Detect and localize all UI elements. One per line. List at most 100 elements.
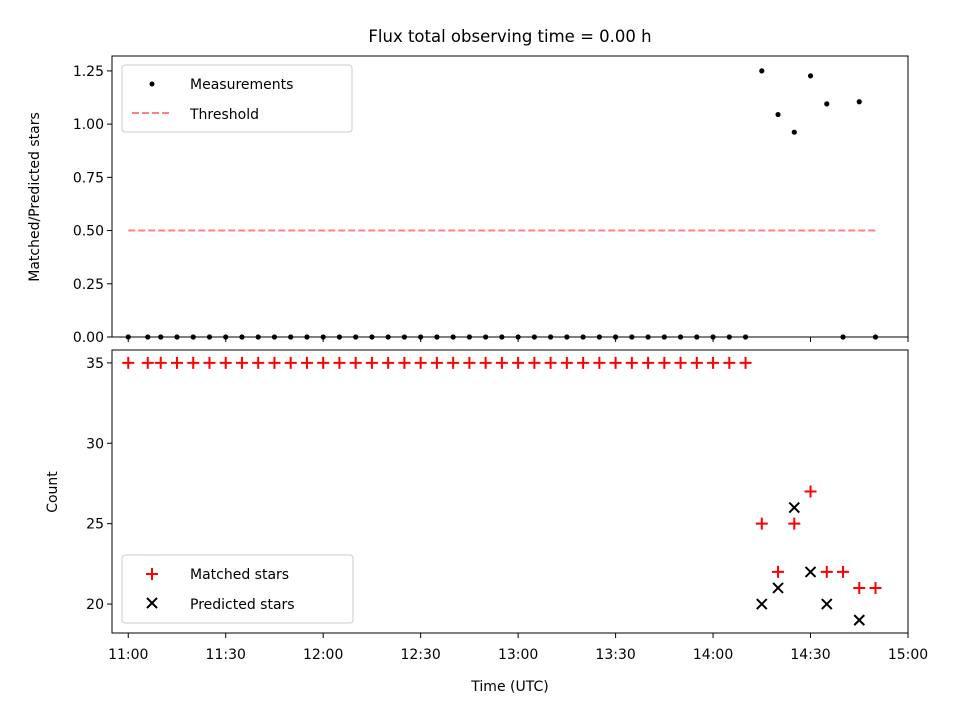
legend-matched-label: Matched stars <box>190 567 289 583</box>
x-tick-label: 15:00 <box>888 647 928 663</box>
matched-stars-point <box>528 356 541 369</box>
predicted-stars-point <box>772 582 784 594</box>
top-axes-frame <box>111 55 909 338</box>
predicted-stars-point <box>821 598 833 610</box>
top-x-ticks <box>127 337 909 342</box>
measurement-point <box>856 99 862 105</box>
top-y-tick-label: 0.25 <box>73 277 104 293</box>
matched-stars-point <box>300 356 313 369</box>
top-legend: Measurements Threshold <box>121 64 353 133</box>
x-axis-label: Time (UTC) <box>470 679 548 695</box>
matched-stars-point <box>463 356 476 369</box>
predicted-stars-point <box>853 614 865 626</box>
x-tick-label: 13:30 <box>595 647 635 663</box>
matched-stars-point <box>252 356 265 369</box>
top-y-tick-label: 0.00 <box>73 330 104 346</box>
matched-stars-point <box>772 565 785 578</box>
bottom-y-ticks: 20 25 30 35 <box>86 356 112 613</box>
bottom-y-tick-label: 20 <box>86 597 104 613</box>
measurement-point <box>791 129 797 135</box>
predicted-stars-point <box>788 501 800 514</box>
bottom-y-tick-label: 25 <box>86 517 104 533</box>
matched-stars-point <box>609 356 622 369</box>
matched-stars-point <box>141 356 154 369</box>
matched-stars-point <box>170 356 183 369</box>
matched-stars-point <box>122 356 135 369</box>
matched-stars-point <box>853 581 866 594</box>
x-tick-label: 11:00 <box>108 647 148 663</box>
legend-predicted-marker <box>146 597 158 609</box>
top-y-tick-label: 1.25 <box>73 64 104 80</box>
matched-stars-point <box>625 356 638 369</box>
matched-stars-point <box>219 356 232 369</box>
matched-stars-point <box>317 356 330 369</box>
top-y-tick-label: 0.50 <box>73 224 104 240</box>
bottom-axes-frame <box>111 349 909 634</box>
matched-stars-point <box>869 581 882 594</box>
x-tick-label: 14:30 <box>790 647 830 663</box>
legend-predicted-label: Predicted stars <box>190 597 295 613</box>
matched-stars-point <box>495 356 508 369</box>
x-tick-label: 13:00 <box>498 647 538 663</box>
bottom-legend-box <box>121 554 354 624</box>
matched-stars-point <box>512 356 525 369</box>
matched-stars-point <box>203 356 216 369</box>
top-y-tick-label: 0.75 <box>73 170 104 186</box>
top-legend-box <box>121 64 353 133</box>
x-tick-label: 12:00 <box>303 647 343 663</box>
matched-stars-point <box>674 356 687 369</box>
matched-stars-point <box>658 356 671 369</box>
matched-stars-point <box>268 356 281 369</box>
legend-measurements-label: Measurements <box>190 77 293 93</box>
matched-stars-point <box>723 356 736 369</box>
matched-stars-point <box>235 356 248 369</box>
bottom-x-ticks: 11:00 11:30 12:00 12:30 13:00 13:30 14:00 14:30… <box>108 633 928 663</box>
bottom-y-tick-label: 35 <box>86 356 104 372</box>
matched-stars-point <box>284 356 297 369</box>
matched-stars-point <box>187 356 200 369</box>
matched-stars-point <box>560 356 573 369</box>
top-panel: 0.00 0.25 0.50 0.75 1.00 1.25 Matched/Predict… <box>27 55 909 346</box>
matched-stars-point <box>382 356 395 369</box>
top-y-ticks: 0.00 0.25 0.50 0.75 1.00 1.25 <box>73 64 112 346</box>
legend-measurements-marker <box>149 81 155 87</box>
predicted-stars-point <box>804 566 817 578</box>
matched-stars-point <box>690 356 703 369</box>
measurement-point <box>807 73 814 79</box>
top-y-axis-label: Matched/Predicted stars <box>27 112 43 282</box>
measurement-point <box>775 111 781 118</box>
matched-stars-point <box>593 356 606 369</box>
matched-stars-point <box>154 356 167 369</box>
matched-stars-point <box>349 356 362 369</box>
chart-title: Flux total observing time = 0.00 h <box>368 27 651 46</box>
measurement-point <box>824 101 830 107</box>
x-tick-label: 12:30 <box>400 647 440 663</box>
legend-threshold-label: Threshold <box>189 107 259 123</box>
bottom-plot-area <box>122 356 882 626</box>
bottom-y-axis-label: Count <box>45 471 61 513</box>
measurement-point <box>759 68 765 74</box>
matched-stars-point <box>414 356 427 369</box>
matched-stars-point <box>642 356 655 369</box>
matched-stars-point <box>755 517 768 530</box>
matched-stars-point <box>577 356 590 369</box>
legend-matched-marker <box>146 568 158 580</box>
matched-stars-point <box>788 517 801 530</box>
matched-stars-point <box>739 356 752 369</box>
matched-stars-point <box>333 356 346 369</box>
matched-stars-point <box>479 356 492 369</box>
predicted-stars-point <box>756 598 768 610</box>
matched-stars-point <box>398 356 411 369</box>
matched-stars-point <box>365 356 378 369</box>
bottom-legend: Matched stars Predicted stars <box>121 554 354 624</box>
matched-stars-point <box>707 356 720 369</box>
matched-stars-point <box>804 485 817 498</box>
top-y-tick-label: 1.00 <box>73 117 104 133</box>
matched-stars-point <box>430 356 443 369</box>
matched-stars-point <box>820 565 833 578</box>
x-tick-label: 11:30 <box>206 647 246 663</box>
matched-stars-point <box>837 565 850 578</box>
matched-stars-point <box>447 356 460 369</box>
